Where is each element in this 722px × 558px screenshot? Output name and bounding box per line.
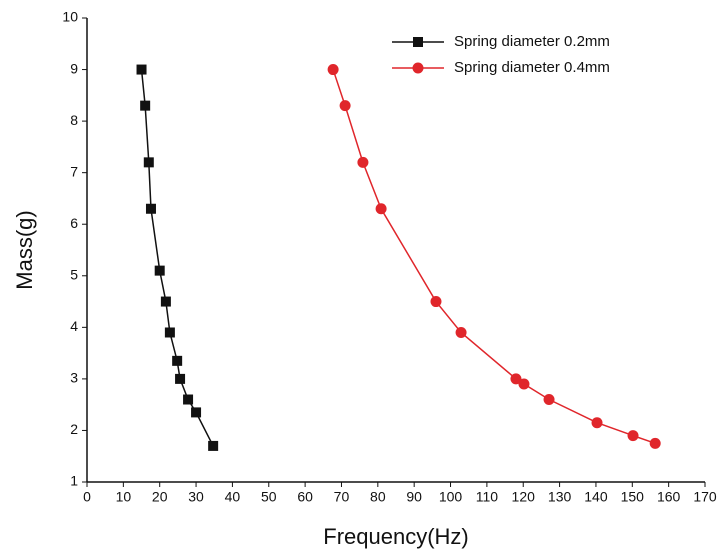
data-point xyxy=(172,355,183,366)
x-tick-label: 40 xyxy=(225,489,241,505)
data-point xyxy=(518,378,530,390)
y-axis-title: Mass(g) xyxy=(12,210,37,289)
y-tick-label: 1 xyxy=(70,473,78,489)
data-point xyxy=(430,296,442,308)
legend-marker xyxy=(413,37,423,47)
y-tick-label: 4 xyxy=(70,318,78,334)
data-point xyxy=(375,203,387,215)
y-tick-label: 8 xyxy=(70,112,78,128)
y-tick-label: 7 xyxy=(70,163,78,179)
data-point xyxy=(339,100,351,112)
x-tick-label: 10 xyxy=(116,489,132,505)
data-point xyxy=(191,407,202,418)
y-tick-label: 10 xyxy=(62,9,78,25)
data-point xyxy=(160,296,171,307)
data-point xyxy=(649,437,661,449)
data-point xyxy=(143,157,154,168)
data-point xyxy=(175,373,186,384)
data-point xyxy=(510,373,522,385)
legend-marker xyxy=(412,62,424,74)
data-point xyxy=(136,64,147,75)
y-tick-label: 5 xyxy=(70,266,78,282)
x-tick-label: 0 xyxy=(83,489,91,505)
series-line xyxy=(332,69,656,445)
data-point xyxy=(543,394,555,406)
x-tick-label: 90 xyxy=(406,489,422,505)
y-tick-label: 3 xyxy=(70,370,78,386)
data-point xyxy=(208,440,219,451)
x-tick-label: 80 xyxy=(370,489,386,505)
x-tick-label: 50 xyxy=(261,489,277,505)
x-tick-label: 30 xyxy=(188,489,204,505)
data-point xyxy=(164,327,175,338)
x-tick-label: 150 xyxy=(621,489,645,505)
x-tick-label: 110 xyxy=(476,489,499,505)
x-axis-title: Frequency(Hz) xyxy=(323,524,468,549)
y-tick-label: 6 xyxy=(70,215,78,231)
data-point xyxy=(140,100,151,111)
y-tick-label: 9 xyxy=(70,60,78,76)
data-point xyxy=(327,64,339,76)
data-point xyxy=(154,265,165,276)
x-tick-label: 130 xyxy=(548,489,572,505)
x-tick-label: 60 xyxy=(297,489,313,505)
data-point xyxy=(183,394,194,405)
y-tick-label: 2 xyxy=(70,421,78,437)
data-point xyxy=(357,156,369,168)
x-tick-label: 140 xyxy=(584,489,608,505)
data-point xyxy=(591,417,603,429)
x-tick-label: 100 xyxy=(439,489,463,505)
legend-label: Spring diameter 0.4mm xyxy=(454,59,610,76)
x-tick-label: 20 xyxy=(152,489,168,505)
legend-label: Spring diameter 0.2mm xyxy=(454,33,610,50)
x-tick-label: 170 xyxy=(693,489,717,505)
x-tick-label: 70 xyxy=(334,489,350,505)
data-point xyxy=(455,326,467,338)
series-line xyxy=(140,69,214,447)
data-point xyxy=(627,430,639,442)
data-point xyxy=(145,203,156,214)
x-tick-label: 120 xyxy=(512,489,536,505)
x-tick-label: 160 xyxy=(657,489,681,505)
